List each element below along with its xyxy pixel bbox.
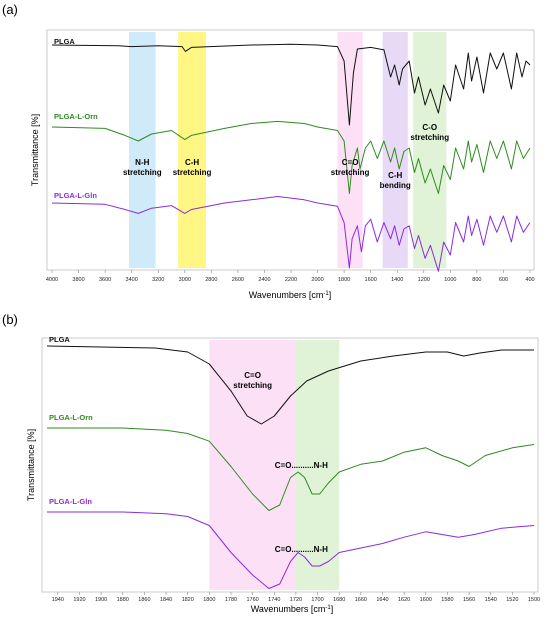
series-name-plga-l-orn: PLGA-L-Orn (49, 413, 93, 422)
x-tick-label: 1920 (73, 597, 85, 603)
x-tick-label: 1620 (398, 597, 410, 603)
x-tick-label: 1560 (463, 597, 475, 603)
x-tick-label: 1800 (338, 277, 350, 283)
band-label-0: N-H stretching (123, 158, 162, 177)
panel-b-x-axis-label: Wavenumbers [cm-1] (251, 604, 334, 614)
annotation-1: C=O..........N-H (275, 545, 328, 554)
x-tick-label: 1780 (225, 597, 237, 603)
x-tick-label: 1880 (117, 597, 129, 603)
x-tick-label: 4000 (46, 277, 58, 283)
panel-a: (a) N-H stretching C-H stretching C=O stretch… (2, 2, 535, 300)
x-tick-label: 400 (525, 277, 534, 283)
x-tick-label: 1200 (418, 277, 430, 283)
x-tick-label: 1760 (246, 597, 258, 603)
x-tick-label: 3000 (179, 277, 191, 283)
x-tick-label: 1820 (182, 597, 194, 603)
x-tick-label: 2200 (285, 277, 297, 283)
panel-a-y-axis-label: Transmittance [%] (30, 114, 40, 186)
panel-b-label: (b) (2, 312, 18, 327)
x-tick-label: 1600 (420, 597, 432, 603)
x-tick-label: 1840 (160, 597, 172, 603)
series-name-plga: PLGA (49, 335, 70, 344)
band-0 (129, 32, 156, 268)
band-1 (295, 340, 340, 590)
panel-b: (b) C=O stretching C=O..........N-H C=O....… (2, 312, 540, 614)
x-tick-label: 1640 (376, 597, 388, 603)
panel-b-frame (41, 337, 539, 593)
x-tick-label: 2000 (311, 277, 323, 283)
x-tick-label: 3200 (152, 277, 164, 283)
band-label-1: C-H stretching (173, 158, 212, 177)
panel-a-label: (a) (2, 2, 18, 17)
panel-a-series-names: PLGA PLGA-L-Orn PLGA-L-Gln (54, 37, 98, 200)
x-tick-label: 800 (472, 277, 481, 283)
series-name-plga-l-orn: PLGA-L-Orn (54, 112, 98, 121)
panel-b-series (46, 345, 535, 589)
panel-a-bands (129, 32, 447, 268)
x-tick-label: 1740 (268, 597, 280, 603)
annotation-0: C=O..........N-H (275, 461, 328, 470)
band-1 (178, 32, 207, 268)
series-line-plga (51, 43, 531, 126)
panel-a-frame (46, 29, 535, 271)
x-tick-label: 3800 (72, 277, 84, 283)
series-name-plga: PLGA (54, 37, 75, 46)
series-line-plga-l-gln (51, 196, 531, 272)
x-tick-label: 1540 (485, 597, 497, 603)
x-tick-label: 3600 (99, 277, 111, 283)
panel-b-x-ticks: 1940 1920 1900 1880 1860 1840 1820 1800 1780 1760… (52, 592, 540, 603)
x-tick-label: 1000 (444, 277, 456, 283)
panel-b-band-labels: C=O stretching C=O..........N-H C=O........… (233, 371, 328, 554)
x-tick-label: 1900 (95, 597, 107, 603)
x-tick-label: 1720 (290, 597, 302, 603)
x-tick-label: 1660 (355, 597, 367, 603)
x-tick-label: 2600 (232, 277, 244, 283)
x-tick-label: 3400 (126, 277, 138, 283)
x-tick-label: 1800 (203, 597, 215, 603)
series-line-plga (46, 345, 534, 425)
band-label-2: C=O stretching (331, 158, 370, 177)
panel-a-x-ticks: 4000 3800 3600 3400 3200 3000 2800 2600 2400 2200… (46, 270, 535, 283)
band-label-4: C-O stretching (410, 123, 449, 142)
series-line-plga-l-orn (51, 120, 531, 194)
x-tick-label: 600 (499, 277, 508, 283)
series-line-plga-l-orn (47, 427, 535, 511)
x-tick-label: 1860 (138, 597, 150, 603)
band-2 (337, 32, 363, 268)
band-label-0: C=O stretching (233, 371, 272, 390)
panel-a-band-labels: N-H stretching C-H stretching C=O stretching C… (123, 123, 449, 190)
x-tick-label: 1500 (528, 597, 540, 603)
x-tick-label: 2400 (258, 277, 270, 283)
series-name-plga-l-gln: PLGA-L-Gln (49, 497, 92, 506)
panel-b-series-names: PLGA PLGA-L-Orn PLGA-L-Gln (49, 335, 93, 506)
x-tick-label: 2800 (205, 277, 217, 283)
panel-b-bands (209, 340, 340, 590)
x-tick-label: 1700 (311, 597, 323, 603)
panel-b-y-axis-label: Transmittance [%] (26, 429, 36, 501)
band-4 (413, 32, 447, 268)
x-tick-label: 1520 (506, 597, 518, 603)
series-name-plga-l-gln: PLGA-L-Gln (54, 191, 97, 200)
x-tick-label: 1680 (333, 597, 345, 603)
x-tick-label: 1600 (365, 277, 377, 283)
x-tick-label: 1940 (52, 597, 64, 603)
panel-a-series (51, 43, 531, 272)
band-label-3: C-H bending (380, 171, 411, 190)
x-tick-label: 1580 (441, 597, 453, 603)
panel-a-x-axis-label: Wavenumbers [cm-1] (249, 290, 332, 300)
x-tick-label: 1400 (391, 277, 403, 283)
series-line-plga-l-gln (47, 511, 535, 589)
